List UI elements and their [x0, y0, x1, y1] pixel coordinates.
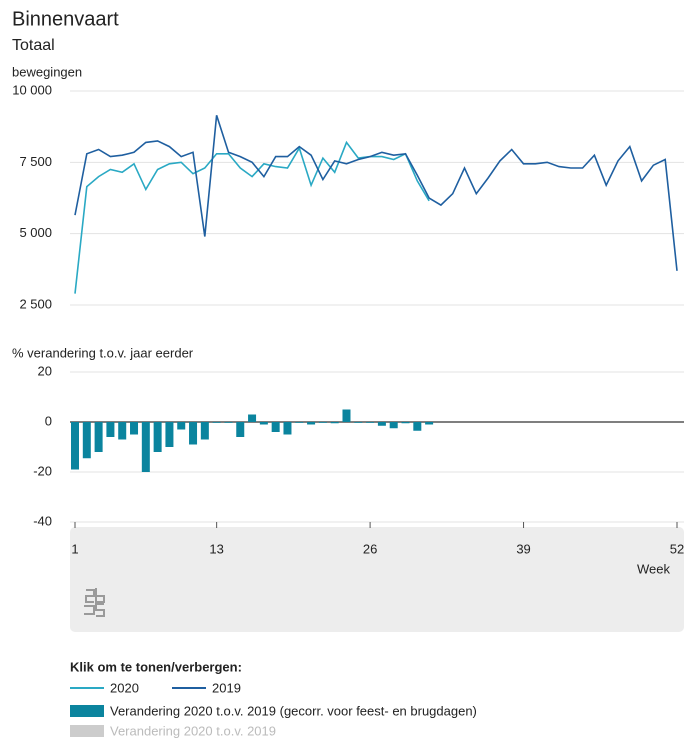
bar [401, 422, 410, 424]
y-tick-label: -40 [33, 513, 52, 528]
bar [189, 422, 198, 445]
subtitle: Totaal [12, 37, 55, 54]
bar [130, 422, 139, 435]
legend-label[interactable]: Verandering 2020 t.o.v. 2019 [110, 723, 276, 738]
x-tick-label: 26 [363, 541, 377, 556]
legend-label[interactable]: 2020 [110, 680, 139, 695]
y-tick-label: 20 [38, 363, 52, 378]
bar [307, 422, 316, 425]
bar [224, 422, 233, 423]
bar [141, 422, 150, 472]
line-series [74, 115, 678, 271]
bar [389, 422, 398, 429]
y-tick-label: 10 000 [12, 82, 52, 97]
y-tick-label: 5 000 [19, 225, 52, 240]
y-axis-label: bewegingen [12, 64, 82, 79]
bar [377, 422, 386, 426]
y-tick-label: 0 [45, 413, 52, 428]
bar [82, 422, 91, 459]
legend-label[interactable]: 2019 [212, 680, 241, 695]
bar [94, 422, 103, 452]
x-tick-label: 13 [209, 541, 223, 556]
x-tick-label: 1 [71, 541, 78, 556]
bar [236, 422, 245, 437]
bar [413, 422, 422, 431]
legend-swatch[interactable] [70, 705, 104, 717]
bar [318, 422, 327, 423]
bar [106, 422, 115, 437]
bar [283, 422, 292, 435]
bar [177, 422, 186, 430]
title: Binnenvaart [12, 8, 119, 30]
bar [271, 422, 280, 432]
bar [248, 414, 257, 422]
cbs-logo [84, 588, 105, 617]
y-tick-label: 2 500 [19, 296, 52, 311]
y-tick-label: 7 500 [19, 154, 52, 169]
line-series [74, 140, 430, 294]
x-tick-label: 39 [516, 541, 530, 556]
bar [425, 422, 434, 425]
legend-title: Klik om te tonen/verbergen: [70, 659, 242, 674]
bar [71, 422, 79, 470]
bar [295, 422, 304, 423]
bar [118, 422, 127, 440]
bar [165, 422, 174, 447]
bar [366, 422, 375, 423]
bar [354, 422, 363, 423]
bar [342, 409, 351, 422]
footer-area [70, 527, 684, 632]
bar [153, 422, 162, 452]
bar [200, 422, 209, 440]
legend-swatch[interactable] [70, 725, 104, 737]
y-axis-label: % verandering t.o.v. jaar eerder [12, 345, 194, 360]
x-tick-label: 52 [670, 541, 684, 556]
x-axis-label: Week [637, 561, 670, 576]
bar [212, 422, 221, 423]
bar [330, 422, 339, 424]
y-tick-label: -20 [33, 463, 52, 478]
legend-label[interactable]: Verandering 2020 t.o.v. 2019 (gecorr. vo… [110, 703, 477, 718]
bar [259, 422, 268, 425]
